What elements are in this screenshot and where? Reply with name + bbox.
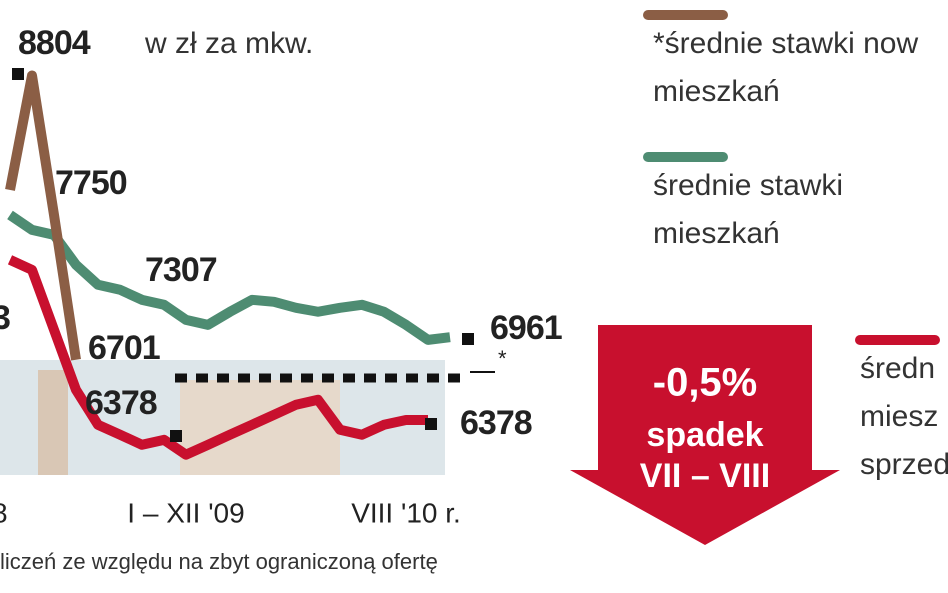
legend-label: miesz	[860, 400, 938, 433]
badge-text: -0,5%	[653, 361, 758, 405]
legend-label: średnie stawki	[653, 169, 843, 202]
value-label: 8804	[18, 24, 91, 62]
badge-arrow	[570, 325, 840, 545]
legend-label: średn	[860, 352, 935, 385]
legend-label: mieszkań	[653, 75, 780, 108]
legend-label: *średnie stawki now	[653, 27, 918, 60]
annotation: 6701	[88, 329, 160, 367]
background-band	[180, 380, 340, 475]
x-tick-label: I – XII '09	[127, 497, 244, 528]
series-line	[7, 255, 428, 460]
annotation: 6378	[85, 384, 157, 422]
end-square	[462, 333, 474, 345]
x-tick-label: VIII '10 r.	[351, 497, 461, 528]
background-band	[38, 370, 68, 475]
annotation: 7750	[55, 164, 127, 202]
badge-text: spadek	[646, 416, 763, 454]
badge-text: VII – VIII	[640, 457, 770, 495]
value-label: 6961	[490, 309, 562, 347]
unit-label: w zł za mkw.	[144, 27, 313, 60]
end-square	[425, 418, 437, 430]
series-line	[5, 70, 81, 361]
end-square	[170, 430, 182, 442]
annotation: 7307	[145, 251, 217, 289]
legend-label: mieszkań	[653, 217, 780, 250]
asterisk: *	[498, 346, 507, 371]
legend-label: sprzed	[860, 448, 948, 481]
footnote: liczeń ze względu na zbyt ograniczoną of…	[0, 549, 438, 574]
end-square	[12, 68, 24, 80]
annotation: 3	[0, 299, 10, 337]
series-line	[7, 210, 451, 345]
value-label: 6378	[460, 404, 532, 442]
x-tick-label: 8	[0, 497, 8, 528]
